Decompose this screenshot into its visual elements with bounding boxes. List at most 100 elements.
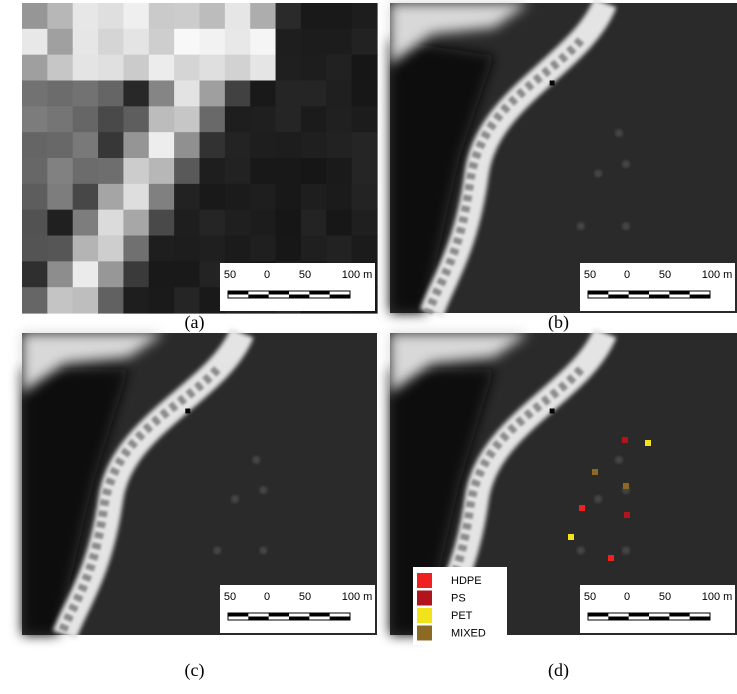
scale-bar-segment bbox=[269, 613, 289, 617]
pixel bbox=[47, 287, 73, 313]
pixel bbox=[73, 261, 99, 287]
pixel bbox=[250, 81, 276, 107]
classified-target bbox=[623, 483, 629, 489]
pixel bbox=[98, 81, 124, 107]
pixel bbox=[73, 3, 99, 29]
pixel bbox=[250, 3, 276, 29]
pixel bbox=[149, 158, 175, 184]
pixel bbox=[73, 81, 99, 107]
pixel bbox=[352, 106, 378, 132]
pixel bbox=[73, 287, 99, 313]
pixel bbox=[123, 3, 149, 29]
scale-bar-label: 0 bbox=[624, 269, 630, 281]
scale-bar-segment bbox=[608, 617, 628, 621]
pixel bbox=[276, 29, 302, 55]
pixel bbox=[174, 29, 200, 55]
scale-bar-segment bbox=[588, 613, 608, 617]
scale-bar-label: 50 bbox=[584, 269, 596, 281]
faint-target bbox=[259, 486, 267, 494]
figure: 50050100 m(a)50050100 m(b)50050100 m(c)5… bbox=[0, 0, 737, 689]
panel-caption: (d) bbox=[548, 660, 569, 681]
pixel bbox=[22, 55, 48, 81]
pixel bbox=[47, 3, 73, 29]
pixel bbox=[200, 158, 226, 184]
pixel bbox=[225, 55, 251, 81]
scale-bar-label: 50 bbox=[659, 591, 671, 603]
pixel bbox=[98, 3, 124, 29]
scale-bar-segment bbox=[588, 291, 608, 295]
dark-pixel bbox=[550, 409, 555, 414]
scale-bar-segment bbox=[629, 613, 649, 617]
pixel bbox=[47, 236, 73, 262]
pixel bbox=[149, 132, 175, 158]
pixel bbox=[326, 29, 352, 55]
pixel bbox=[326, 132, 352, 158]
panel-caption: (b) bbox=[548, 312, 569, 333]
pixel bbox=[301, 29, 327, 55]
pixel bbox=[22, 184, 48, 210]
pixel bbox=[301, 236, 327, 262]
pixel bbox=[149, 210, 175, 236]
pixel bbox=[22, 81, 48, 107]
pixel bbox=[149, 81, 175, 107]
pixel bbox=[225, 184, 251, 210]
scale-bar-segment bbox=[289, 617, 309, 621]
panel-caption: (c) bbox=[185, 660, 205, 681]
scale-bar-segment bbox=[289, 295, 309, 299]
pixel bbox=[123, 261, 149, 287]
pixel bbox=[276, 184, 302, 210]
page: 50050100 m(a)50050100 m(b)50050100 m(c)5… bbox=[0, 0, 737, 689]
scale-bar-label: 100 m bbox=[702, 591, 733, 603]
pixel bbox=[200, 55, 226, 81]
pixel bbox=[352, 184, 378, 210]
scale-bar-label: 100 m bbox=[702, 269, 733, 281]
scale-bar-label: 50 bbox=[299, 269, 311, 281]
pixel bbox=[73, 236, 99, 262]
pixel bbox=[352, 132, 378, 158]
pixel bbox=[250, 184, 276, 210]
pixel bbox=[250, 29, 276, 55]
pixel bbox=[352, 3, 378, 29]
scale-bar-label: 0 bbox=[624, 591, 630, 603]
scale-bar-segment bbox=[690, 617, 710, 621]
pixel bbox=[149, 184, 175, 210]
scale-bar-label: 0 bbox=[264, 269, 270, 281]
pixel bbox=[174, 261, 200, 287]
legend-label: HDPE bbox=[451, 575, 482, 587]
pixel bbox=[123, 236, 149, 262]
pixel bbox=[225, 132, 251, 158]
pixel bbox=[174, 210, 200, 236]
legend-swatch bbox=[417, 591, 432, 606]
scale-bar-label: 100 m bbox=[342, 269, 373, 281]
panel: 50050100 m bbox=[390, 3, 737, 313]
pixel bbox=[326, 55, 352, 81]
faint-target bbox=[622, 222, 630, 230]
scale-bar-segment bbox=[309, 613, 329, 617]
pixel bbox=[98, 236, 124, 262]
pixel bbox=[98, 55, 124, 81]
pixel bbox=[47, 210, 73, 236]
pixel bbox=[352, 81, 378, 107]
legend-swatch bbox=[417, 608, 432, 623]
scale-bar-segment bbox=[649, 617, 669, 621]
pixel bbox=[174, 106, 200, 132]
scale-bar-segment bbox=[629, 291, 649, 295]
pixel bbox=[149, 287, 175, 313]
pixel bbox=[73, 158, 99, 184]
dark-pixel bbox=[550, 81, 555, 86]
pixel bbox=[276, 158, 302, 184]
pixel bbox=[174, 184, 200, 210]
pixel bbox=[352, 236, 378, 262]
faint-target bbox=[622, 160, 630, 168]
pixel bbox=[326, 184, 352, 210]
pixel bbox=[22, 29, 48, 55]
legend-swatch bbox=[417, 573, 432, 588]
pixel bbox=[98, 184, 124, 210]
scale-bar-label: 100 m bbox=[342, 591, 373, 603]
pixel bbox=[47, 158, 73, 184]
faint-target bbox=[594, 495, 602, 503]
faint-target bbox=[577, 546, 585, 554]
pixel bbox=[123, 106, 149, 132]
pixel bbox=[250, 236, 276, 262]
